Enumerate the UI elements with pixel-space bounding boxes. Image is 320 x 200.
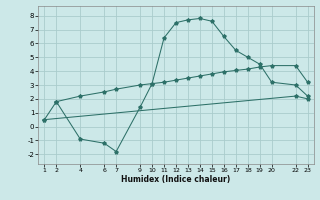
X-axis label: Humidex (Indice chaleur): Humidex (Indice chaleur)	[121, 175, 231, 184]
